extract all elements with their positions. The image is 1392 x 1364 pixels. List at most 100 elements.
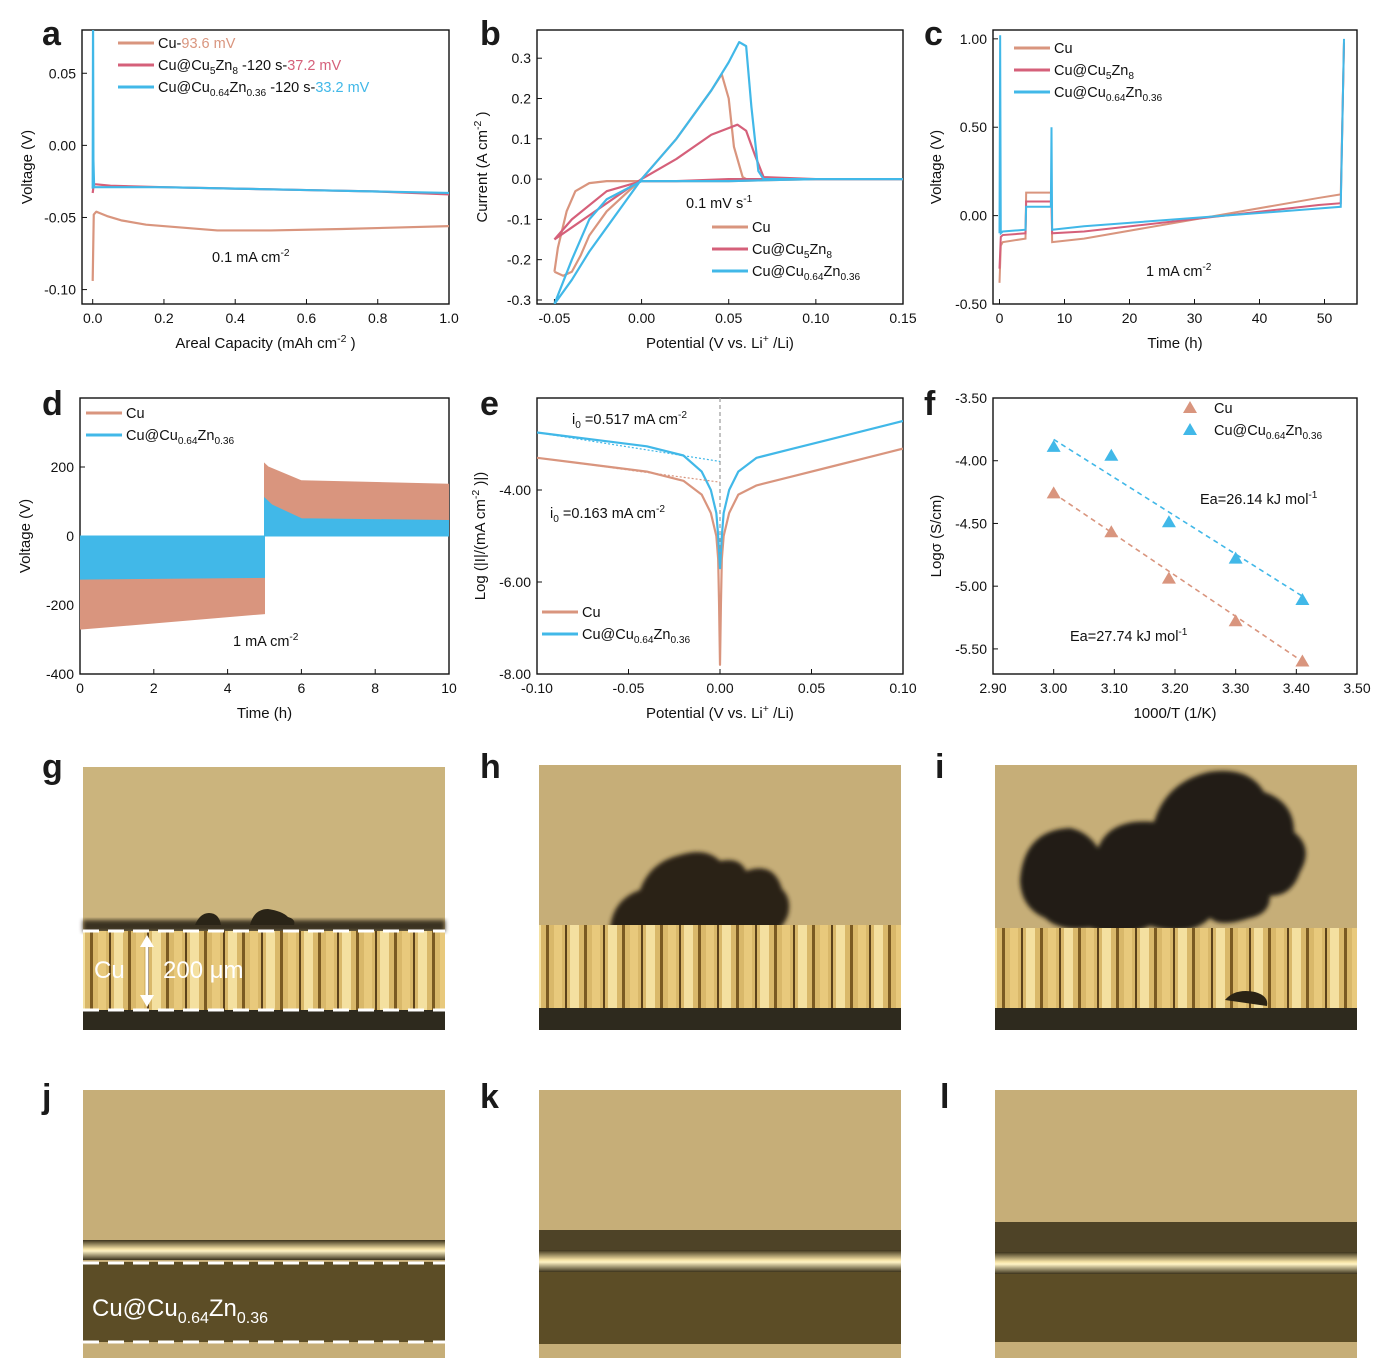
legend-label: Cu@Cu0.64Zn0.36 — [1214, 423, 1323, 442]
legend-label: Cu — [1054, 41, 1073, 57]
legend-label: Cu — [752, 220, 771, 236]
data-point — [1104, 525, 1119, 538]
y-tick-label: -0.2 — [507, 252, 531, 268]
panel-label-j: j — [41, 1078, 51, 1116]
x-tick-label: 2.90 — [979, 680, 1006, 696]
legend-label: Cu — [1214, 401, 1233, 417]
x-tick-label: 0.05 — [798, 680, 825, 696]
x-axis-label: Areal Capacity (mAh cm-2 ) — [175, 333, 355, 352]
x-tick-label: 2 — [150, 680, 158, 696]
y-tick-label: 200 — [51, 459, 75, 475]
y-tick-label: 0.05 — [49, 65, 76, 81]
panel-label-a: a — [42, 15, 62, 53]
y-tick-label: -8.00 — [499, 666, 531, 682]
chart-b: -0.05 0.00 0.05 0.10 0.15 0.3 0.2 0.1 0.0 -0.1 -0.… — [472, 29, 917, 352]
data-point — [1104, 448, 1119, 461]
x-tick-label: 1.0 — [439, 310, 459, 326]
micrograph-i: i — [935, 748, 1357, 1030]
chart-annotation: i0 =0.163 mA cm-2 — [550, 504, 665, 525]
x-tick-label: 0.2 — [154, 310, 174, 326]
series-line — [553, 40, 903, 304]
data-point — [1295, 654, 1310, 667]
x-axis-label: Time (h) — [1147, 335, 1202, 352]
x-axis-label: Potential (V vs. Li+ /Li) — [646, 703, 794, 722]
x-tick-label: 8 — [371, 680, 379, 696]
fit-line — [1053, 438, 1303, 597]
y-tick-label: 0.00 — [960, 208, 987, 224]
series-band — [80, 496, 449, 580]
panel-label-g: g — [42, 748, 63, 786]
y-tick-label: -200 — [46, 597, 74, 613]
y-tick-label: 0.0 — [512, 171, 532, 187]
legend-label: Cu@Cu5Zn8 — [1054, 63, 1134, 82]
x-tick-label: 0.05 — [715, 310, 742, 326]
x-tick-label: 10 — [441, 680, 457, 696]
chart-annotation: 1 mA cm-2 — [1146, 262, 1212, 280]
legend-label: Cu@Cu0.64Zn0.36 — [1054, 85, 1163, 104]
panel-label-k: k — [480, 1078, 499, 1116]
legend-label: Cu@Cu5Zn8 -120 s-37.2 mV — [158, 58, 342, 77]
panel-label-f: f — [924, 385, 936, 423]
chart-annotation: 0.1 mA cm-2 — [212, 248, 290, 266]
y-axis-label: Log (|I|/(mA cm-2 )|) — [470, 472, 489, 601]
legend-label: Cu@Cu0.64Zn0.36 — [126, 428, 235, 447]
chart-c: 0 10 20 30 40 50 1.00 0.50 0.00 -0.50 Time (h) Volt… — [928, 29, 1358, 352]
x-tick-label: 10 — [1057, 310, 1073, 326]
panel-label-c: c — [924, 15, 943, 53]
legend-marker — [1183, 401, 1197, 413]
plot-frame-a — [81, 29, 450, 305]
panel-label-e: e — [480, 385, 499, 423]
legend-marker — [1183, 423, 1197, 435]
y-axis-label: Voltage (V) — [17, 499, 34, 573]
x-axis-label: Time (h) — [237, 705, 292, 722]
y-tick-label: 0.00 — [49, 137, 76, 153]
series-line — [91, 210, 449, 281]
y-tick-label: -0.1 — [507, 211, 531, 227]
y-tick-label: -6.00 — [499, 574, 531, 590]
chart-annotation: Ea=27.74 kJ mol-1 — [1070, 627, 1188, 645]
chart-f: 2.90 3.00 3.10 3.20 3.30 3.40 3.50 -3.50 -4.00 -4… — [928, 390, 1371, 722]
series-line — [537, 419, 903, 570]
x-tick-label: 0 — [996, 310, 1004, 326]
y-tick-label: -5.00 — [955, 578, 987, 594]
x-tick-label: 0.8 — [368, 310, 388, 326]
series-line — [998, 35, 1345, 236]
chart-annotation: Ea=26.14 kJ mol-1 — [1200, 490, 1318, 508]
x-tick-label: 0.4 — [225, 310, 245, 326]
y-tick-label: -0.3 — [507, 292, 531, 308]
micrograph-g-scale: 200 μm — [163, 957, 244, 984]
x-tick-label: 0.6 — [297, 310, 317, 326]
legend-label: Cu-93.6 mV — [158, 36, 236, 52]
x-tick-label: 0.00 — [706, 680, 733, 696]
plot-frame-c — [992, 29, 1358, 305]
chart-e: -0.10 -0.05 0.00 0.05 0.10 -4.00 -6.00 -8.00 Pot… — [470, 397, 917, 722]
chart-annotation: 0.1 mV s-1 — [686, 194, 753, 212]
micrograph-h: h — [480, 748, 901, 1030]
x-tick-label: 0.10 — [889, 680, 916, 696]
y-tick-label: -4.00 — [955, 453, 987, 469]
tafel-fit-cu — [537, 457, 721, 483]
panel-label-d: d — [42, 385, 63, 423]
y-axis-label: Logσ (S/cm) — [928, 495, 945, 578]
data-point — [1228, 614, 1243, 627]
y-tick-label: 0.3 — [512, 50, 532, 66]
data-point — [1161, 571, 1176, 584]
chart-d: 0 2 4 6 8 10 200 0 -200 -400 Time (h) Voltage (V) Cu… — [17, 397, 457, 722]
panel-label-h: h — [480, 748, 501, 786]
y-axis-label: Voltage (V) — [19, 130, 36, 204]
x-tick-label: 0.10 — [802, 310, 829, 326]
plot-area-c — [998, 35, 1345, 283]
y-tick-label: -3.50 — [955, 390, 987, 406]
legend-label: Cu@Cu0.64Zn0.36 -120 s-33.2 mV — [158, 80, 370, 99]
data-point — [1295, 592, 1310, 605]
micrograph-g: g Cu 200 μm — [42, 748, 445, 1030]
y-tick-label: 0.1 — [512, 131, 532, 147]
micrograph-k: k — [480, 1078, 901, 1358]
plot-frame-b — [536, 29, 904, 305]
y-tick-label: -0.50 — [955, 296, 987, 312]
x-tick-label: -0.05 — [613, 680, 645, 696]
y-tick-label: -5.50 — [955, 641, 987, 657]
x-tick-label: -0.05 — [538, 310, 570, 326]
y-tick-label: 1.00 — [960, 31, 987, 47]
